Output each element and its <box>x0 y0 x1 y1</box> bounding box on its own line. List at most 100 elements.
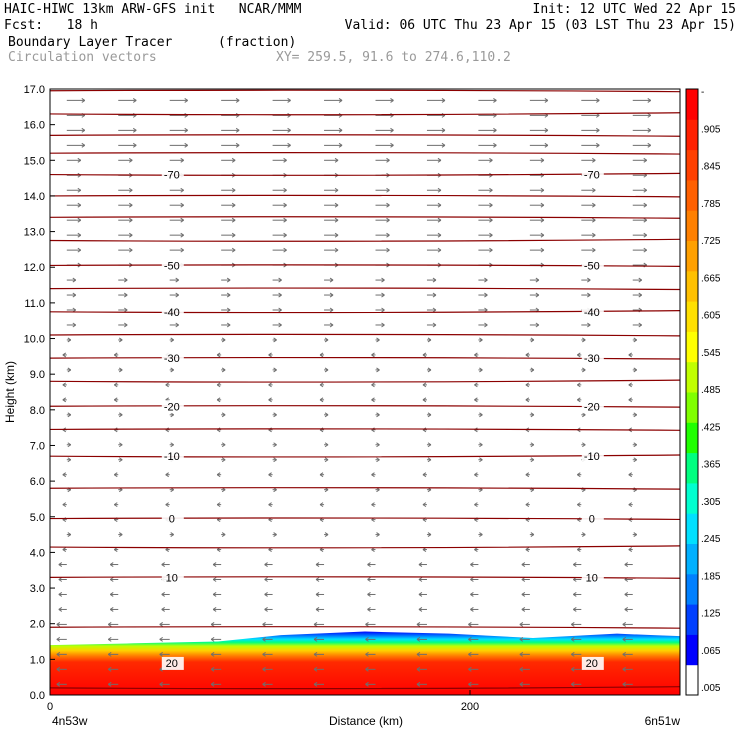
colorbar-frame <box>685 88 699 696</box>
colorbar-label: .605 <box>701 311 721 322</box>
colorbar-label: .725 <box>701 236 721 247</box>
vector-arrowhead <box>56 681 61 687</box>
vector-arrowhead <box>381 322 385 328</box>
contour-label-bg <box>161 305 184 319</box>
vector-arrowhead <box>470 562 474 567</box>
vector-arrowhead <box>283 232 287 238</box>
vector-arrowhead <box>519 681 524 687</box>
vector-arrowhead <box>519 622 524 627</box>
vector-arrowhead <box>118 337 123 343</box>
vector-arrowhead <box>386 217 390 223</box>
vector-arrowhead <box>474 472 478 478</box>
vector-arrowhead <box>313 651 318 657</box>
contour-line <box>49 112 681 116</box>
vector-arrowhead <box>334 187 339 193</box>
vector-arrowhead <box>212 577 217 582</box>
contour-label: -70 <box>584 170 600 182</box>
vector-arrowhead <box>221 412 226 418</box>
vector-arrowhead <box>132 127 137 133</box>
vector-arrowhead <box>221 442 226 448</box>
header-model-title: HAIC-HIWC 13km ARW-GFS init NCAR/MMM <box>4 2 302 17</box>
vector-arrowhead <box>577 382 581 388</box>
vector-arrowhead <box>390 97 394 103</box>
vector-arrowhead <box>628 382 633 388</box>
vector-arrowhead <box>544 97 549 103</box>
vector-arrowhead <box>77 232 82 238</box>
y-tick-label: 9.0 <box>30 369 45 381</box>
vector-arrowhead <box>235 97 240 103</box>
colorbar-swatch <box>686 573 698 605</box>
vector-arrowhead <box>67 457 72 463</box>
vector-arrowhead <box>427 367 432 373</box>
y-tick-label: 0.0 <box>30 690 45 702</box>
vector-arrowhead <box>367 562 371 567</box>
vector-arrowhead <box>221 367 226 373</box>
vector-arrowhead <box>273 367 277 373</box>
colorbar-swatch <box>686 392 698 423</box>
vector-arrowhead <box>81 97 86 103</box>
vector-arrowhead <box>470 577 474 582</box>
temperature-contours: 20 20 10 10 0 0 -10 -10 -20 -20 -30 -30 -40 -40 -50 -50… <box>49 89 681 690</box>
colorbar-label: .125 <box>701 609 721 620</box>
vector-arrowhead <box>432 322 437 328</box>
vector-arrowhead <box>180 217 184 223</box>
vector-arrowhead <box>633 367 638 373</box>
vector-arrowhead <box>381 292 385 298</box>
vector-arrowhead <box>592 157 596 163</box>
vector-arrowhead <box>427 532 432 538</box>
contour-label-bg <box>161 352 184 366</box>
vector-arrowhead <box>273 457 277 463</box>
x-axis-label: Distance (km) <box>329 714 403 728</box>
y-tick-label: 7.0 <box>30 440 45 452</box>
vector-arrowhead <box>262 651 266 657</box>
vector-arrowhead <box>235 127 240 133</box>
vector-arrowhead <box>624 562 629 567</box>
y-tick-label: 12.0 <box>24 262 45 274</box>
vector-arrowhead <box>540 157 545 163</box>
vector-arrowhead <box>231 157 236 163</box>
vector-arrowhead <box>216 397 221 403</box>
contour-label: -10 <box>164 451 180 463</box>
y-tick-label: 2.0 <box>30 619 45 631</box>
vector-arrowhead <box>437 157 442 163</box>
vector-arrowhead <box>422 352 427 358</box>
vector-arrowhead <box>628 352 633 358</box>
vector-arrowhead <box>313 666 318 672</box>
vector-arrowhead <box>376 337 380 343</box>
colorbar-swatch <box>686 301 698 332</box>
vector-arrowhead <box>381 307 385 313</box>
vector-arrowhead <box>521 607 526 612</box>
vector-arrowhead <box>530 367 535 373</box>
vector-arrowhead <box>592 187 596 193</box>
contour-label: -20 <box>584 401 600 413</box>
vector-arrowhead <box>468 651 472 657</box>
vector-arrowhead <box>386 202 390 208</box>
vector-arrowhead <box>67 412 72 418</box>
vector-arrowhead <box>334 202 339 208</box>
vector-arrowhead <box>484 277 488 283</box>
vector-arrowhead <box>416 636 421 642</box>
contour-line <box>49 545 681 549</box>
vector-arrowhead <box>329 322 334 328</box>
vector-arrowhead <box>273 412 277 418</box>
vector-arrowhead <box>212 607 217 612</box>
vector-arrowhead <box>427 412 432 418</box>
vector-arrowhead <box>422 472 427 478</box>
vector-arrowhead <box>319 382 324 388</box>
vector-arrowhead <box>210 666 215 672</box>
vector-field-name: Circulation vectors <box>8 50 157 65</box>
vector-arrowhead <box>592 202 596 208</box>
vector-arrowhead <box>540 247 545 253</box>
vector-arrowhead <box>474 382 478 388</box>
vector-arrowhead <box>72 322 77 328</box>
contour-line <box>49 333 681 337</box>
colorbar-label: .245 <box>701 534 721 545</box>
contour-label-bg <box>581 656 604 670</box>
vector-arrowhead <box>628 472 633 478</box>
vector-arrowhead <box>264 592 268 597</box>
vector-arrowhead <box>278 292 282 298</box>
vector-arrowhead <box>633 337 638 343</box>
vector-arrowhead <box>573 607 577 612</box>
vector-arrowhead <box>525 352 530 358</box>
contour-label-bg <box>581 305 604 319</box>
